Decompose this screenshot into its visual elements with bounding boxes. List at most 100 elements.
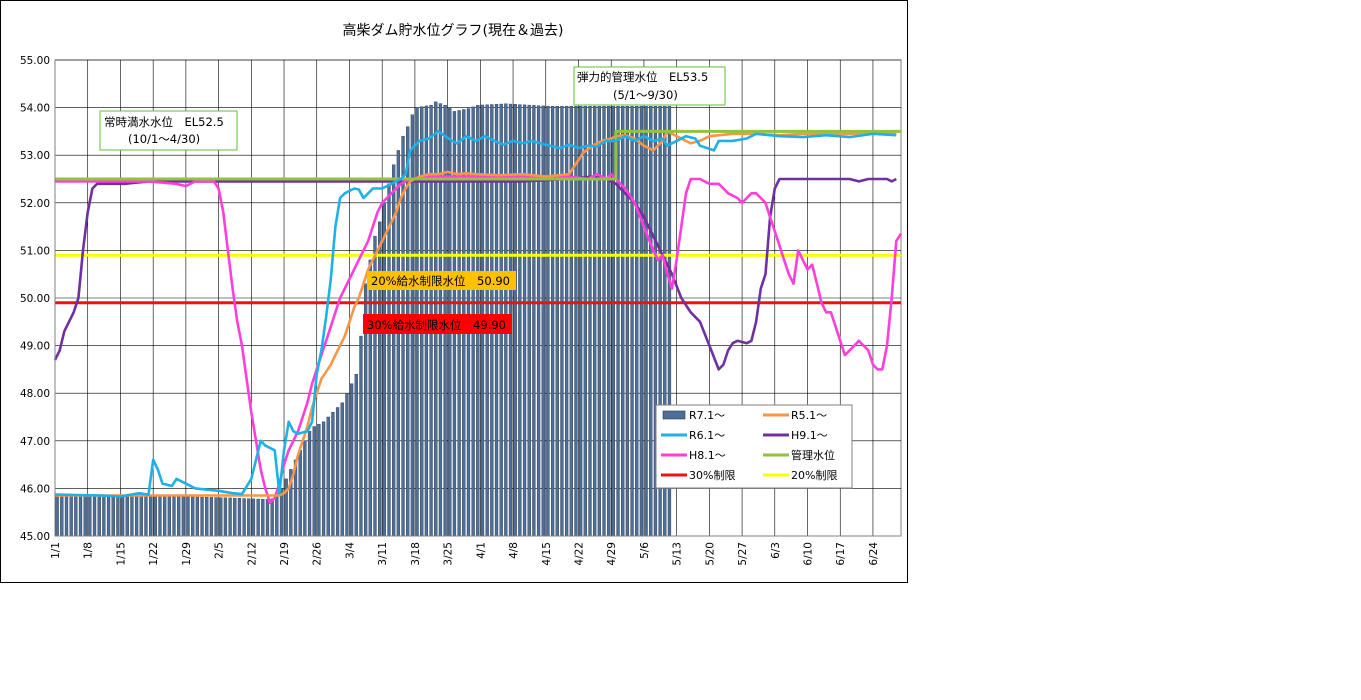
limit20-label: 20%給水制限水位 50.90 bbox=[371, 274, 510, 288]
bar-r7-day bbox=[317, 423, 321, 537]
bar-r7-day bbox=[625, 105, 630, 537]
bar-r7-day bbox=[354, 373, 358, 537]
x-tick-label: 5/13 bbox=[672, 542, 684, 566]
bar-r7-day bbox=[60, 494, 64, 537]
x-tick-label: 1/15 bbox=[115, 542, 127, 566]
bar-r7-day bbox=[181, 496, 185, 537]
bar-r7-day bbox=[546, 105, 550, 537]
bar-r7-day bbox=[74, 494, 78, 537]
x-tick-label: 2/26 bbox=[312, 542, 324, 566]
bar-r7-day bbox=[256, 498, 260, 537]
x-tick-label: 2/19 bbox=[279, 542, 291, 566]
chart-frame: 高柴ダム貯水位グラフ(現在＆過去) 45.00 46.00 47.00 48.00 49… bbox=[0, 0, 908, 583]
bar-r7-day bbox=[312, 426, 316, 537]
bar-r7-day bbox=[265, 499, 270, 537]
y-tick-label: 47.00 bbox=[20, 436, 50, 448]
x-tick-label: 4/1 bbox=[475, 542, 487, 559]
series-line-r6 bbox=[54, 130, 897, 498]
x-tick-label: 1/8 bbox=[83, 542, 95, 559]
bar-r7-day bbox=[247, 498, 251, 537]
legend-label-h8: H8.1～ bbox=[689, 449, 726, 462]
x-tick-label: 4/29 bbox=[606, 542, 618, 566]
bar-r7-day bbox=[242, 498, 246, 537]
bar-r7-day bbox=[307, 431, 312, 537]
x-tick-label: 5/6 bbox=[639, 542, 651, 559]
bar-r7-day bbox=[228, 497, 232, 537]
bar-r7-day bbox=[191, 496, 195, 537]
bar-r7-day bbox=[163, 496, 167, 537]
bar-r7-day bbox=[527, 104, 531, 537]
legend-swatch-r7 bbox=[662, 410, 686, 420]
x-tick-label: 1/29 bbox=[181, 542, 193, 566]
y-tick-label: 50.00 bbox=[20, 293, 50, 305]
annotation-limit20: 20%給水制限水位 50.90 bbox=[367, 271, 516, 290]
y-tick-label: 54.00 bbox=[20, 103, 50, 115]
bar-r7-day bbox=[541, 105, 545, 537]
bar-r7-day bbox=[139, 495, 143, 537]
bar-r7-day bbox=[237, 498, 242, 537]
bar-r7-day bbox=[195, 496, 200, 537]
bar-r7-day bbox=[630, 105, 634, 537]
bar-r7-day bbox=[186, 496, 190, 537]
bar-r7-day bbox=[303, 440, 307, 537]
bar-r7-day bbox=[588, 105, 592, 537]
series-line-kanri bbox=[55, 129, 901, 181]
x-tick-label: 3/25 bbox=[443, 542, 455, 566]
bar-r7-day bbox=[270, 498, 274, 537]
legend: R7.1～ R5.1～ R6.1～ H9.1～ H8.1～ 管理水位 30%制限 20%制限 bbox=[655, 404, 853, 489]
legend-label-limit30: 30%制限 bbox=[689, 469, 735, 482]
legend-box bbox=[655, 404, 853, 489]
bar-r7-day bbox=[321, 421, 326, 537]
bar-r7-day bbox=[102, 494, 106, 537]
bar-r7-day bbox=[340, 402, 344, 537]
chart-title: 高柴ダム貯水位グラフ(現在＆過去) bbox=[343, 22, 564, 39]
y-tick-label: 51.00 bbox=[20, 245, 50, 257]
bar-r7-day bbox=[158, 496, 162, 537]
x-tick-label: 4/22 bbox=[573, 542, 585, 566]
bar-r7-day bbox=[326, 416, 330, 537]
bar-r7-day bbox=[214, 497, 218, 537]
legend-label-h9: H9.1～ bbox=[791, 429, 828, 442]
annotation-flexible-box bbox=[573, 66, 726, 106]
bar-r7-day bbox=[116, 495, 120, 537]
bar-r7-day bbox=[639, 105, 644, 537]
bar-r7-day bbox=[349, 383, 354, 537]
bar-r7-day bbox=[621, 105, 625, 537]
bar-r7-day bbox=[200, 496, 204, 537]
bar-r7-day bbox=[522, 104, 527, 537]
x-tick-label: 5/20 bbox=[704, 542, 716, 566]
bar-r7-day bbox=[223, 497, 228, 537]
bar-r7-day bbox=[550, 105, 555, 537]
bar-r7-day bbox=[532, 105, 536, 537]
limit20-label-box bbox=[367, 271, 516, 290]
bar-r7-day bbox=[153, 495, 157, 537]
bar-r7-day bbox=[298, 450, 302, 537]
annotation-normal-full-box bbox=[99, 110, 238, 151]
bar-r7-day bbox=[564, 105, 569, 537]
legend-label-kanri: 管理水位 bbox=[791, 448, 835, 462]
bar-r7-day bbox=[233, 497, 237, 537]
y-tick-label: 55.00 bbox=[20, 55, 50, 67]
bar-r7-day bbox=[172, 496, 176, 537]
bar-r7-day bbox=[387, 183, 391, 537]
chart-svg: 高柴ダム貯水位グラフ(現在＆過去) 45.00 46.00 47.00 48.00 49… bbox=[20, 22, 903, 566]
bar-r7-day bbox=[593, 105, 597, 537]
x-tick-label: 4/8 bbox=[508, 542, 520, 559]
bar-r7-day bbox=[261, 498, 265, 537]
annotation-flexible-line2: (5/1～9/30) bbox=[613, 88, 678, 102]
bar-r7-day bbox=[111, 495, 115, 537]
bar-r7-day bbox=[120, 495, 125, 537]
bar-r7-day bbox=[602, 105, 606, 537]
limit30-label: 30%給水制限水位 49.90 bbox=[367, 318, 506, 332]
legend-label-limit20: 20%制限 bbox=[791, 469, 837, 482]
x-tick-label: 1/22 bbox=[148, 542, 160, 566]
bar-r7-day bbox=[251, 498, 256, 537]
x-tick-label: 6/10 bbox=[803, 542, 815, 566]
bar-r7-day bbox=[382, 202, 386, 537]
bar-r7-day bbox=[130, 495, 134, 537]
bar-r7-day bbox=[378, 221, 382, 537]
y-tick-label: 48.00 bbox=[20, 388, 50, 400]
x-tick-label: 4/15 bbox=[541, 542, 553, 566]
bar-r7-day bbox=[649, 105, 653, 537]
x-tick-label: 2/12 bbox=[246, 542, 258, 566]
